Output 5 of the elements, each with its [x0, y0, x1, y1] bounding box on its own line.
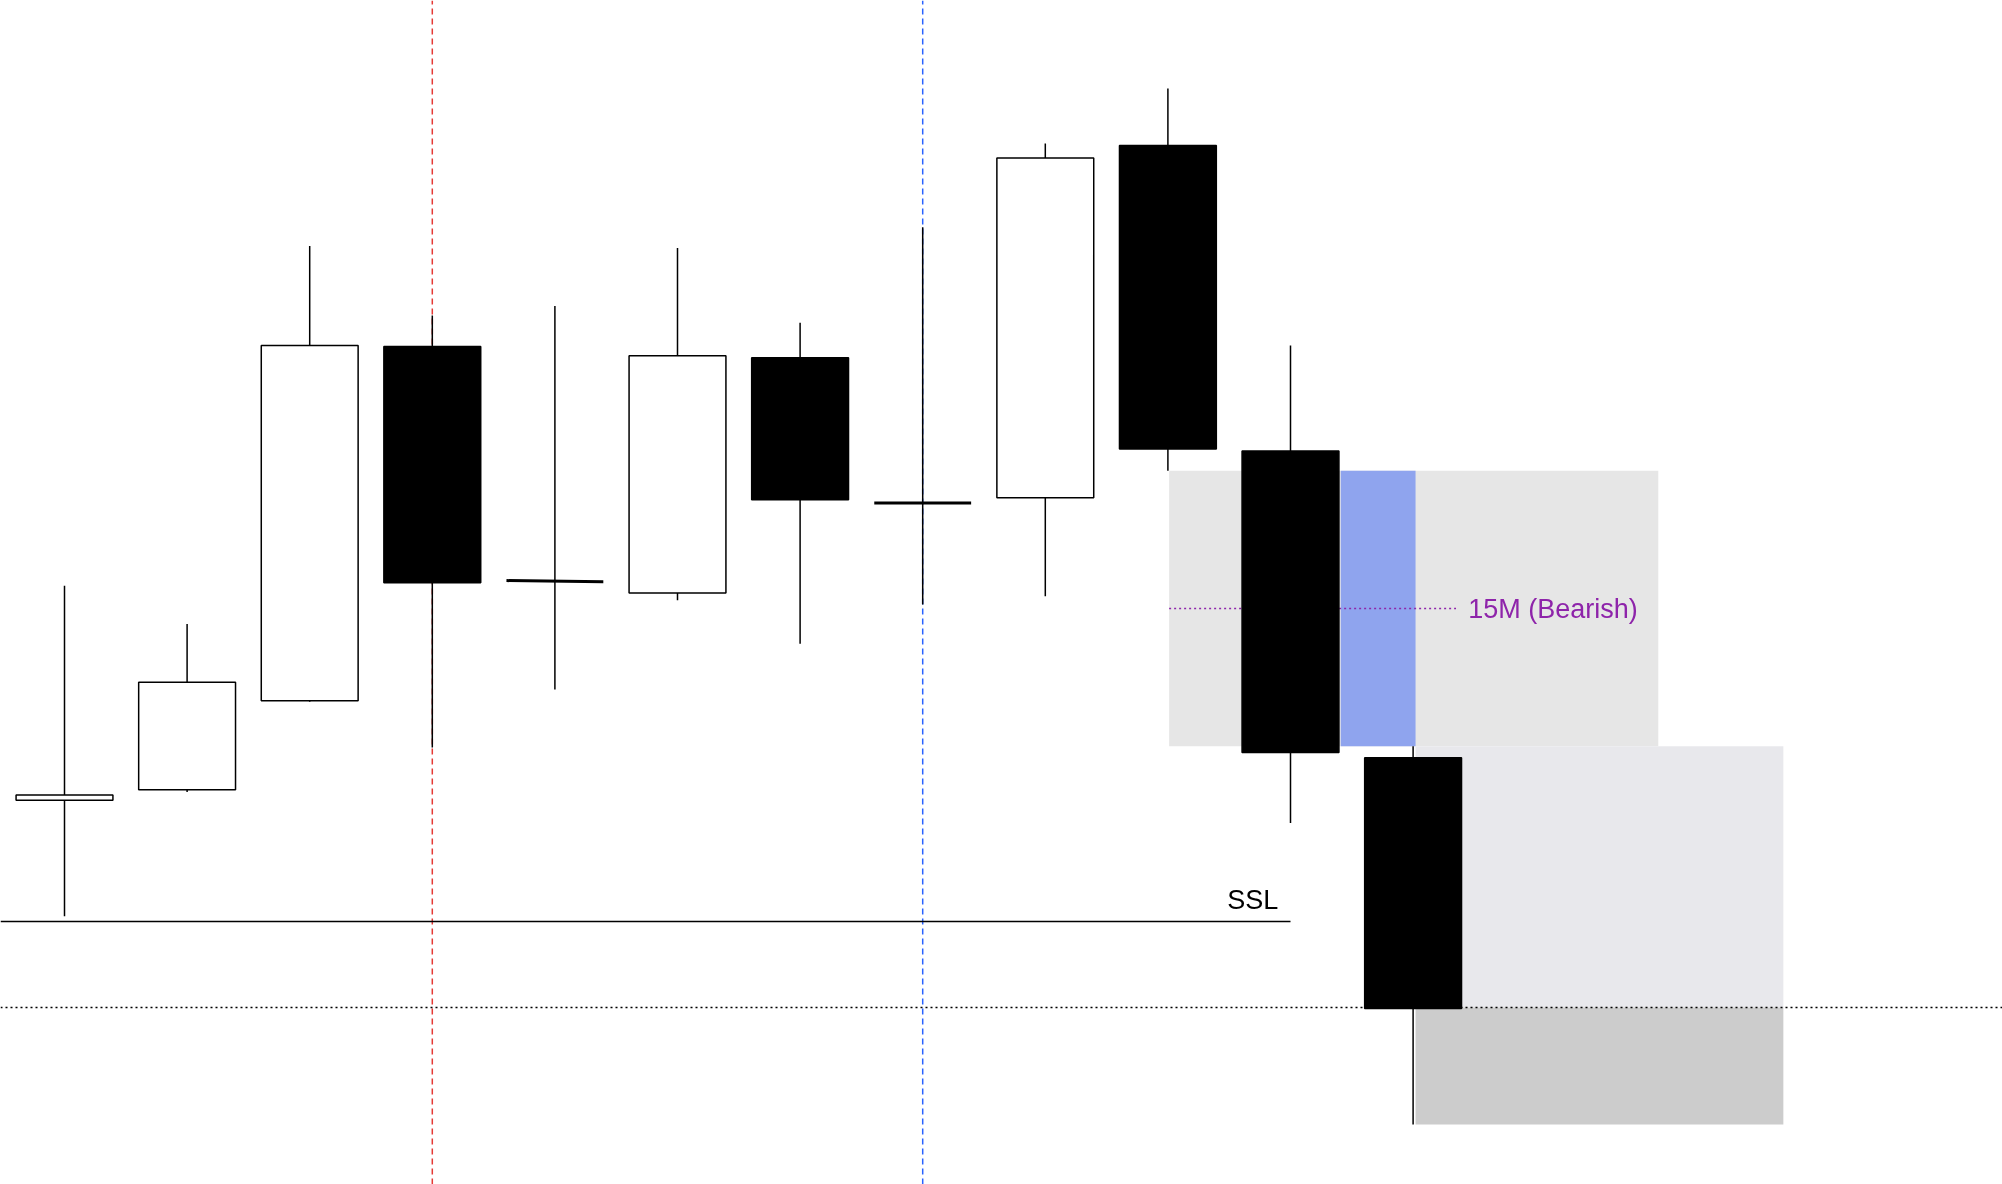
- candlestick: [15, 585, 114, 918]
- candlestick: [874, 226, 973, 606]
- ref-line-label: 15M (Bearish): [1468, 593, 1638, 624]
- ref-line-label: SSL: [1227, 885, 1279, 916]
- candlestick: [504, 305, 605, 691]
